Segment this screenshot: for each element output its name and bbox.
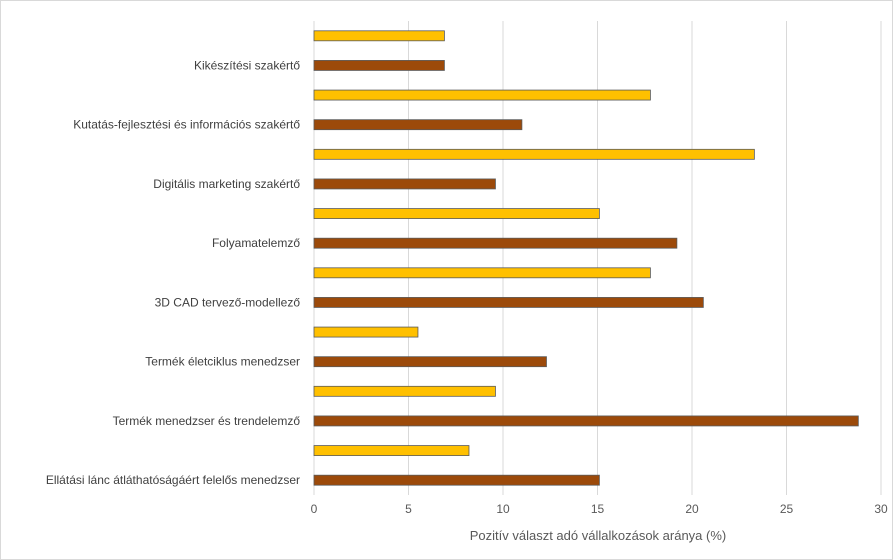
category-label: Kikészítési szakértő: [194, 58, 300, 72]
category-label: Kutatás-fejlesztési és információs szaké…: [73, 118, 300, 132]
x-tick-label: 15: [591, 502, 605, 516]
bar-series-b: [313, 60, 445, 71]
x-tick-label: 25: [780, 502, 794, 516]
bar-series-a: [313, 445, 470, 456]
bar-series-b: [313, 297, 704, 308]
bar-series-a: [313, 208, 600, 219]
bar-series-a: [313, 89, 651, 101]
x-tick-label: 30: [874, 502, 888, 516]
x-tick-label: 5: [405, 502, 412, 516]
bar-series-a: [313, 267, 651, 279]
category-labels: Kikészítési szakértő Kutatás-fejlesztési …: [46, 58, 300, 487]
bar-series-b: [313, 119, 523, 131]
bar-series-a: [313, 385, 496, 397]
bar-series-b: [313, 178, 496, 190]
category-label: Folyamatelemző: [212, 236, 300, 250]
x-tick-label: 10: [496, 502, 510, 516]
category-label: 3D CAD tervező-modellező: [155, 295, 301, 309]
category-label: Termék menedzser és trendelemző: [113, 414, 301, 428]
category-label: Ellátási lánc átláthatóságáért felelős m…: [46, 473, 300, 487]
bar-series-b: [313, 474, 600, 486]
category-label: Digitális marketing szakértő: [153, 177, 300, 191]
x-tick-label: 0: [311, 502, 318, 516]
bars: [313, 30, 859, 486]
x-axis-title: Pozitív választ adó vállalkozások aránya…: [470, 528, 727, 543]
bar-series-a: [313, 30, 445, 42]
bar-series-b: [313, 237, 678, 249]
x-tick-label: 20: [685, 502, 699, 516]
bar-series-b: [313, 356, 547, 368]
bar-series-b: [313, 415, 859, 427]
bar-series-a: [313, 326, 419, 338]
category-label: Termék életciklus menedzser: [145, 355, 300, 369]
x-tick-labels: 0 5 10 15 20 25 30: [311, 502, 888, 516]
bar-series-a: [313, 148, 755, 160]
